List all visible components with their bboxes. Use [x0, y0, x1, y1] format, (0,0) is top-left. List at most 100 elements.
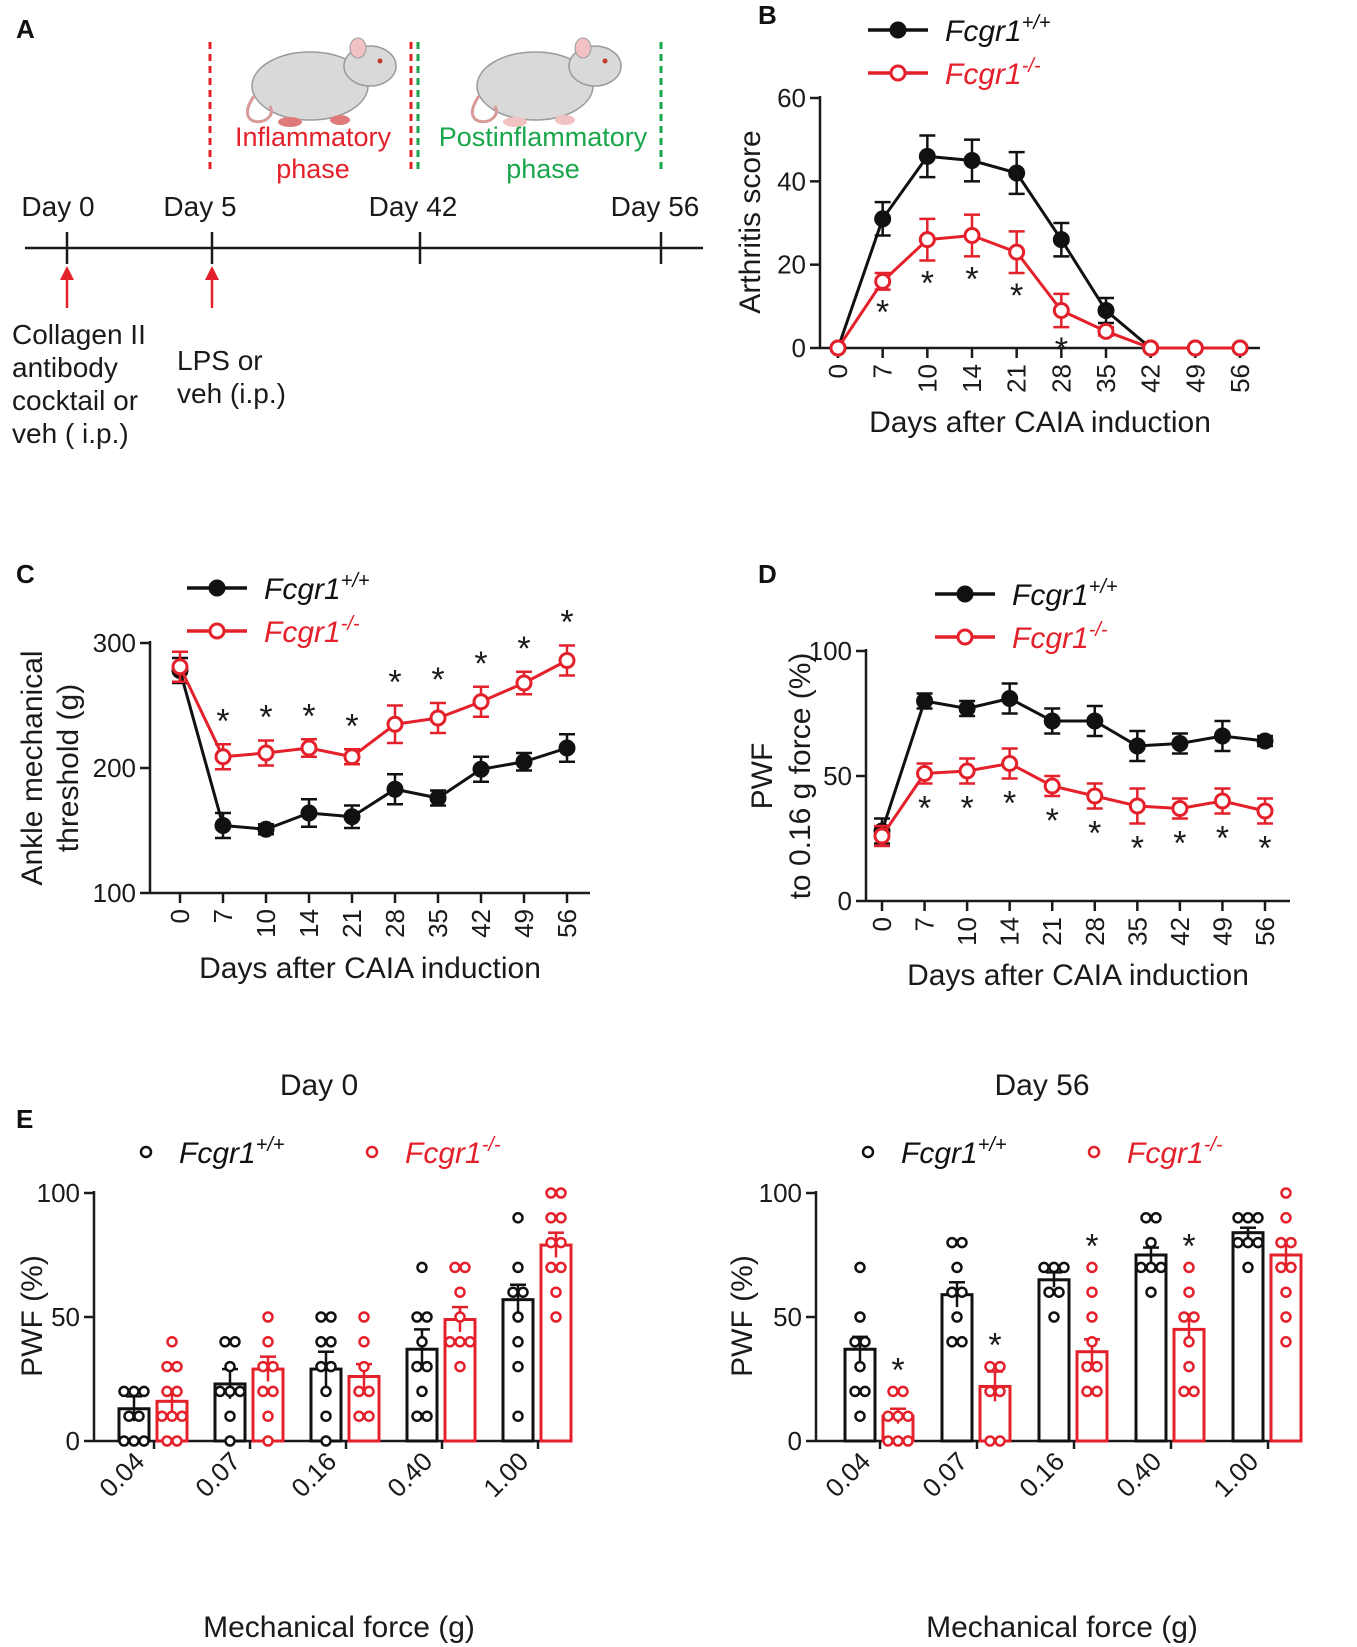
x-tick-label: 1.00 [477, 1446, 534, 1503]
data-point [515, 753, 533, 771]
data-point [555, 1236, 567, 1249]
data-point [386, 780, 404, 798]
x-axis-label: Days after CAIA induction [907, 959, 1249, 992]
data-point [1038, 1261, 1050, 1274]
data-point [1008, 164, 1026, 182]
data-point [873, 827, 891, 845]
data-point [517, 1286, 529, 1298]
data-point [262, 1311, 274, 1323]
x-tick-label: 7 [910, 917, 940, 931]
x-tick-label: 35 [1091, 364, 1121, 393]
data-point [166, 1336, 178, 1348]
data-point [454, 1360, 466, 1373]
data-point [1256, 802, 1274, 820]
data-point [874, 210, 892, 228]
data-point [916, 692, 934, 710]
data-point [1091, 1360, 1103, 1373]
data-point [994, 1360, 1006, 1373]
data-point [358, 1360, 370, 1373]
data-point [829, 339, 847, 357]
data-point [1171, 800, 1189, 817]
panel-letter: E [16, 1104, 33, 1134]
data-point [1242, 1261, 1254, 1274]
x-tick-label: 42 [1136, 364, 1166, 393]
panel-c: C 100 200 300 0 7 10 14 21 28 35 42 49 56 Days after C… [16, 559, 590, 985]
data-point [429, 789, 447, 807]
y-tick-label: 0 [788, 1426, 802, 1456]
x-tick-label: 0.07 [916, 1446, 973, 1503]
data-point [320, 1435, 332, 1447]
significance-star: * [965, 260, 978, 298]
data-point [224, 1360, 236, 1373]
series-line-ko [178, 659, 568, 759]
data-point [300, 804, 318, 822]
y-tick-label: 200 [93, 753, 136, 783]
data-point [214, 748, 232, 766]
y-tick-label: 100 [93, 878, 136, 908]
data-point [512, 1360, 524, 1373]
data-point [1275, 1236, 1287, 1249]
data-point [1140, 1212, 1152, 1224]
data-point [1008, 243, 1026, 261]
chart-title: Day 0 [280, 1069, 358, 1102]
data-point [1097, 322, 1115, 340]
note-line: cocktail or [12, 385, 138, 416]
data-point [1097, 302, 1115, 319]
x-tick-label: 0 [165, 909, 195, 923]
legend-marker [861, 1145, 875, 1159]
y-tick-label: 300 [93, 628, 136, 658]
data-point [984, 1385, 996, 1398]
note-line: veh (i.p.) [177, 378, 286, 409]
significance-star: * [1258, 830, 1271, 868]
significance-star: * [302, 697, 315, 735]
data-point [320, 1385, 332, 1398]
x-tick-label: 56 [552, 909, 582, 938]
data-point [1232, 1236, 1244, 1249]
data-point [951, 1261, 963, 1274]
data-point [882, 1410, 894, 1422]
legend-marker [365, 1145, 379, 1159]
data-point [854, 1311, 866, 1323]
data-point [234, 1385, 246, 1398]
note-line: veh ( i.p.) [12, 418, 129, 449]
data-point [918, 231, 936, 249]
significance-star: * [918, 790, 931, 828]
data-point [166, 1410, 178, 1422]
data-point [854, 1261, 866, 1274]
data-point [454, 1286, 466, 1298]
legend-marker [208, 579, 226, 597]
data-point [1043, 1286, 1055, 1298]
data-point [353, 1410, 365, 1422]
data-point [1280, 1311, 1292, 1323]
panel-b: B 0 20 40 60 0 7 10 14 21 28 35 42 49 56 Days after CAI… [734, 0, 1260, 439]
significance-star: * [1182, 1227, 1195, 1265]
data-point [1048, 1261, 1060, 1274]
series-line-wt [880, 696, 1266, 832]
data-point [315, 1311, 327, 1323]
data-point [1232, 1212, 1244, 1224]
data-point [946, 1286, 958, 1298]
day-label: Day 56 [611, 191, 700, 222]
significance-star: * [259, 699, 272, 737]
significance-star: * [1003, 785, 1016, 823]
data-point [918, 147, 936, 165]
x-tick-label: 21 [1002, 364, 1032, 393]
significance-star: * [345, 707, 358, 745]
data-point [363, 1410, 375, 1422]
bar [539, 1243, 573, 1443]
data-point [1256, 732, 1274, 750]
x-tick-label: 21 [1037, 917, 1067, 946]
data-point [1052, 302, 1070, 319]
data-point [1280, 1336, 1292, 1348]
data-point [459, 1261, 471, 1274]
x-tick-label: 10 [952, 917, 982, 946]
data-point [994, 1385, 1006, 1398]
data-point [507, 1286, 519, 1298]
data-point [171, 658, 189, 676]
data-point [128, 1435, 140, 1447]
data-point [464, 1336, 476, 1348]
x-tick-label: 14 [995, 917, 1025, 946]
data-point [892, 1410, 904, 1422]
data-point [963, 227, 981, 244]
data-point [416, 1336, 428, 1348]
